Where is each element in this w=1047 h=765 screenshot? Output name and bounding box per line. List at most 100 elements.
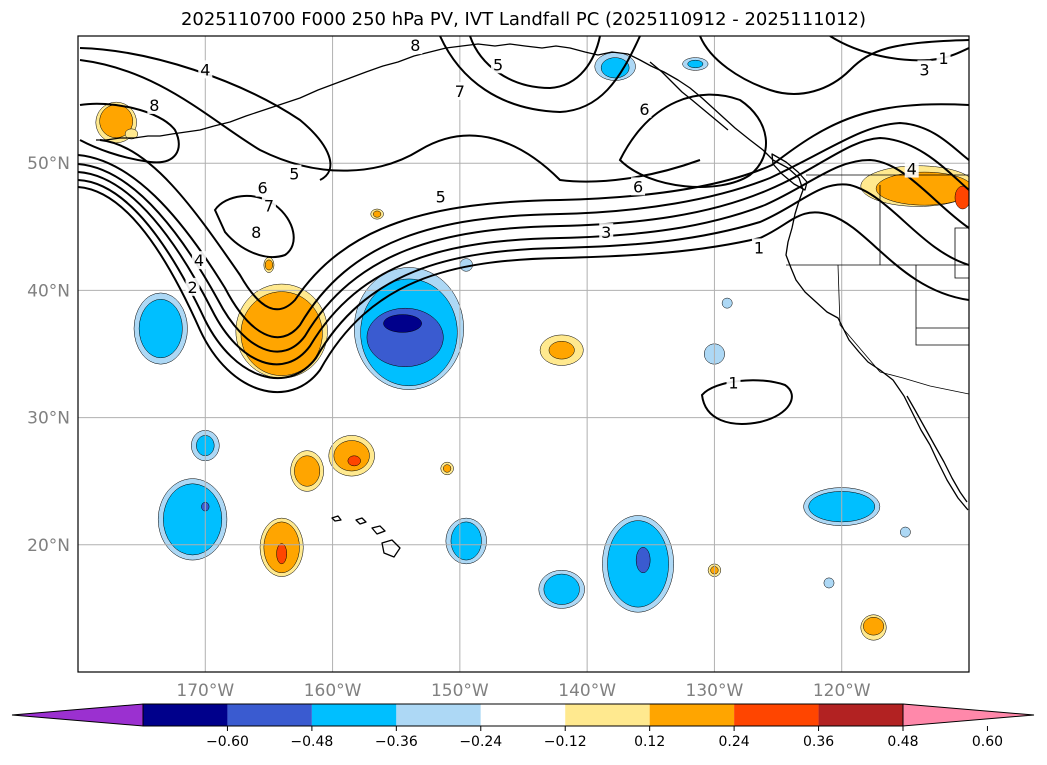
axis-ticks: 170°W 160°W 150°W 140°W 130°W 120°W 50°N 40°N 30… [27,154,871,701]
pv-label-bg [936,48,951,67]
colorbar-tick-label: −0.60 [206,734,249,750]
pv-contour-label: 5 [436,188,446,207]
colorbar-tick-label: −0.12 [544,734,587,750]
pv-label-bg [751,238,766,257]
ivt-region-neg_0.12 [721,297,733,309]
pv-label-bg [255,178,270,197]
ivt-region-neg_0.24 [600,57,630,79]
coastline-alexander-archipelago [649,61,729,131]
pv-contour-label: 6 [257,179,267,198]
island-hawaii [381,539,401,558]
pv-contour-label: 8 [251,223,261,242]
pv-label-bg [726,373,741,392]
coastline-aleutians [96,125,215,141]
pv-label-bg [433,187,448,206]
map-title: 2025110700 F000 250 hPa PV, IVT Landfall… [180,9,867,30]
pv-contour-label: 7 [264,196,274,215]
gridlines [78,36,969,672]
pv-contour-3 [78,158,969,366]
pv-contour-label: 5 [493,55,503,74]
pv-label-bg [185,277,200,296]
pv-contour-8 [213,194,295,258]
island-maui [371,525,386,535]
ivt-region-pos_0.36 [954,185,969,210]
pv-label-bg [917,60,932,79]
pv-contour-label: 3 [919,60,929,79]
pv-contour-4 [78,136,969,353]
pv-label-bg [904,159,919,178]
ivt-pc-shading [95,52,969,641]
lat-tick-label: 50°N [27,154,70,174]
colorbar-segment [565,704,650,726]
colorbar-tick-label: 0.36 [803,734,834,750]
pv-contour-label: 5 [289,165,299,184]
pv-contour-12 [469,36,601,90]
pv-contour-6 [99,103,969,311]
ivt-region-neg_0.24 [543,573,580,605]
pv-contour-11 [439,36,641,114]
pv-contour-5 [78,121,969,339]
ivt-region-neg_0.24 [163,483,223,556]
colorbar-segment [480,704,566,726]
pv-label-bg [191,251,206,270]
pv-contour-label: 6 [633,177,643,196]
colorbar-extend-low [11,703,144,727]
colorbar-segment [396,704,481,726]
pv-contour-label: 1 [728,373,738,392]
pv-contour-label: 1 [754,238,764,257]
pv-contour-9 [79,102,180,164]
border-us-mexico [879,371,969,395]
ivt-region-pos_0.12 [124,128,139,140]
pv-label-bg [637,99,652,118]
ivt-region-neg_0.48 [383,314,422,333]
lat-tick-label: 40°N [27,281,70,301]
map-frame [77,35,970,673]
pv-label-bg [261,196,276,215]
colorbar-tick-label: −0.48 [290,734,333,750]
pv-contour-15 [829,36,969,62]
ivt-region-neg_0.36 [635,547,651,574]
lat-tick-label: 30°N [27,409,70,429]
lon-tick-label: 120°W [813,681,871,701]
ivt-region-neg_0.12 [900,526,911,538]
border-states [786,185,969,373]
lon-tick-label: 140°W [558,681,616,701]
pv-contour-label: 6 [639,100,649,119]
pv-contour-14 [699,36,969,95]
colorbar-tick-label: 0.24 [719,734,750,750]
ivt-region-pos_0.24 [294,455,321,487]
ivt-region-pos_0.24 [264,259,273,271]
pv-label-bg [147,95,162,114]
ivt-region-pos_0.36 [276,543,287,565]
pv-contour-label: 8 [149,96,159,115]
colorbar-segment [227,704,312,726]
pv-contour-1 [78,186,969,394]
colorbar-extend-high [902,703,1035,727]
colorbar: −0.60 −0.48 −0.36 −0.24 −0.12 0.12 0.24 0.36 0.4… [11,703,1035,750]
pv-label-bg [249,223,264,242]
pv-label-bg [599,223,614,242]
pv-contour-10 [79,47,332,181]
ivt-region-neg_0.12 [823,577,835,589]
map-background [78,36,969,672]
colorbar-tick-label: −0.24 [459,734,502,750]
lon-tick-label: 160°W [304,681,362,701]
coastline-vancouver-island [771,153,808,191]
pv-contour-label: 3 [601,223,611,242]
lon-tick-label: 150°W [431,681,489,701]
lat-tick-label: 20°N [27,536,70,556]
pv-contours [78,36,969,425]
coastline-alaska-south [213,43,629,127]
pv-contour-label: 4 [200,60,210,79]
pv-contour-label: 8 [410,36,420,55]
colorbar-tick-label: 0.60 [972,734,1003,750]
lon-tick-label: 170°W [176,681,234,701]
ivt-region-neg_0.24 [450,521,482,561]
ivt-region-pos_0.24 [548,341,575,360]
pv-contour-2 [78,179,969,380]
ivt-region-pos_0.24 [373,210,382,218]
pv-label-bg [491,55,506,74]
pv-label-bg [198,60,213,79]
pv-label-bg [452,81,467,100]
island-oahu [355,517,367,525]
